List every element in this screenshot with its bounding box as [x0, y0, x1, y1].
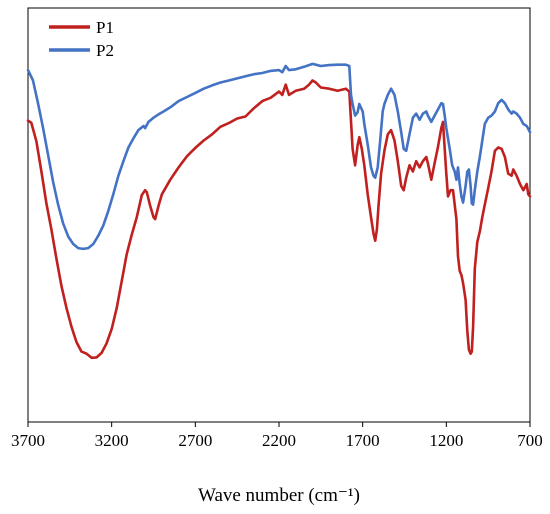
legend-label-p1: P1 [96, 18, 114, 37]
series-line-p1 [26, 79, 532, 360]
x-axis-tick-labels: 3700 3200 2700 2200 1700 1200 700 [11, 431, 543, 450]
legend-label-p2: P2 [96, 41, 114, 60]
series-layer [26, 62, 532, 360]
x-tick-label: 2700 [178, 431, 212, 450]
x-axis-title: Wave number (cm⁻¹) [198, 485, 360, 506]
x-tick-label: 1700 [346, 431, 380, 450]
x-tick-label: 700 [517, 431, 543, 450]
x-axis-ticks [27, 422, 531, 427]
series-line-p2 [26, 62, 532, 251]
x-tick-label: 2200 [262, 431, 296, 450]
x-tick-label: 3200 [95, 431, 129, 450]
x-tick-label: 1200 [429, 431, 463, 450]
x-tick-label: 3700 [11, 431, 45, 450]
